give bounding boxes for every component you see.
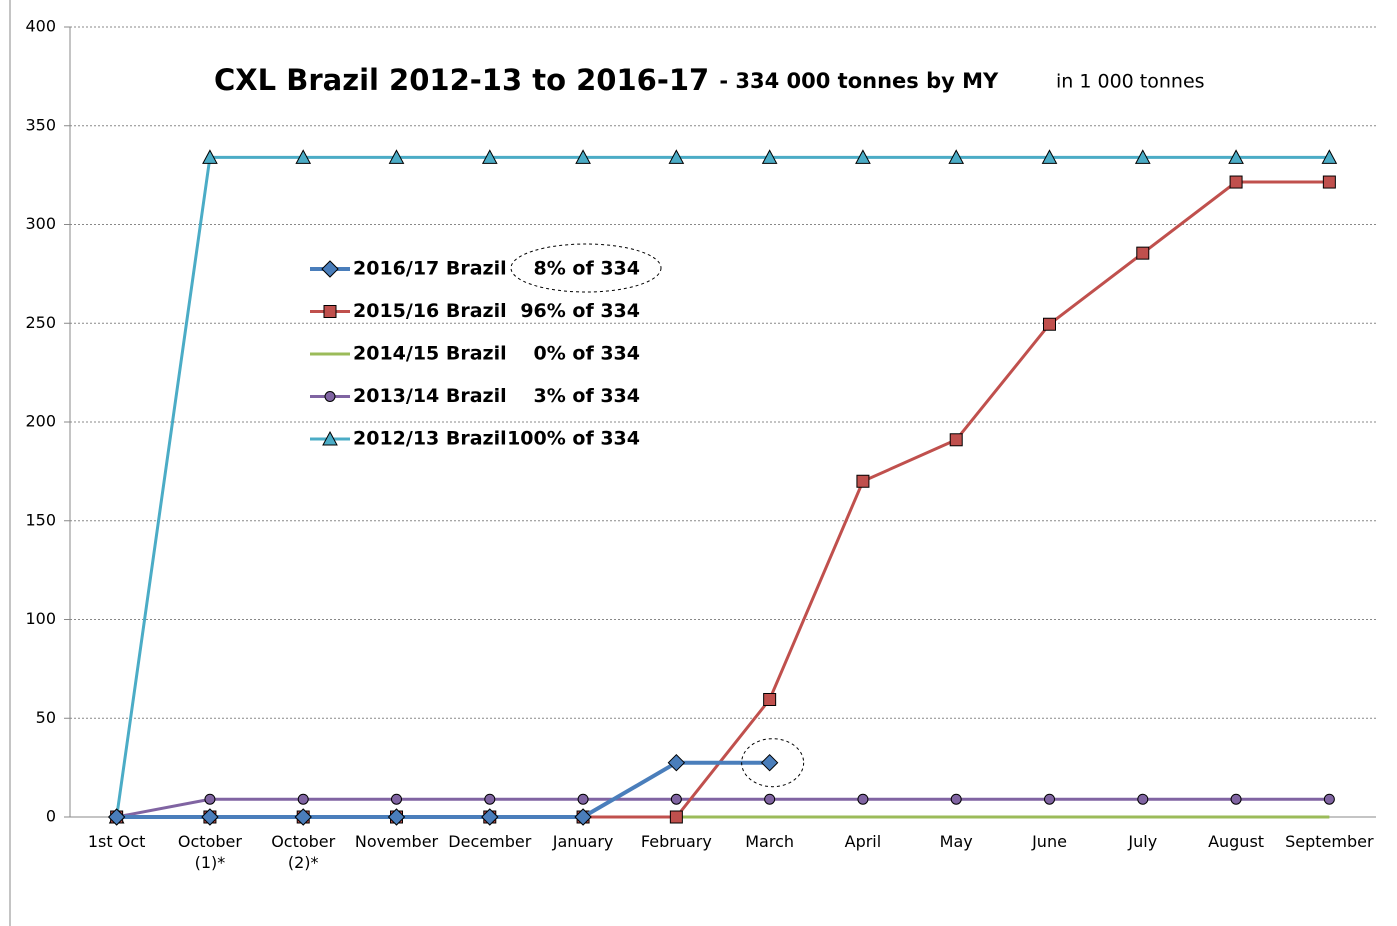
x-tick-label: June (1031, 832, 1067, 851)
marker (1322, 175, 1336, 189)
marker (1230, 793, 1242, 805)
marker (391, 793, 402, 805)
marker (1134, 149, 1151, 164)
x-tick-label: December (448, 832, 531, 851)
x-tick-label: May (940, 832, 973, 851)
marker (669, 810, 683, 824)
marker (577, 793, 589, 805)
x-tick-label: October (1)* (178, 832, 242, 872)
marker (481, 808, 499, 826)
marker (950, 793, 962, 805)
marker (1323, 793, 1335, 805)
marker (324, 391, 336, 402)
marker (1044, 793, 1055, 805)
y-tick-label: 350 (25, 115, 56, 134)
series (111, 793, 1335, 823)
marker (202, 149, 218, 164)
series (108, 149, 1338, 824)
marker (107, 808, 126, 826)
marker (668, 149, 685, 164)
marker (295, 149, 312, 164)
x-tick-label: April (845, 832, 882, 851)
marker (388, 149, 405, 164)
x-tick-label: 1st Oct (88, 832, 146, 851)
x-tick-label: October (2)* (271, 832, 335, 872)
marker (667, 753, 686, 772)
legend-label: 2013/14 Brazil (353, 385, 507, 407)
chart-title: CXL Brazil 2012-13 to 2016-17 - 334 000 … (214, 63, 999, 97)
x-tick-label: February (641, 832, 712, 851)
marker (484, 793, 496, 805)
title: CXL Brazil 2012-13 to 2016-17 (214, 63, 709, 97)
marker (204, 793, 216, 805)
series (107, 753, 779, 826)
subtitle: - 334 000 tonnes by MY (719, 69, 999, 93)
marker (856, 474, 870, 488)
x-tick-label: August (1208, 832, 1264, 851)
marker (201, 808, 219, 826)
marker (855, 149, 871, 164)
marker (1136, 246, 1150, 260)
highlight-ellipse (510, 243, 662, 293)
series-line (115, 155, 1330, 818)
marker (1229, 175, 1243, 189)
marker (575, 149, 591, 164)
x-tick-label: March (745, 832, 794, 851)
marker (764, 793, 776, 805)
marker (1137, 793, 1149, 805)
marker (321, 260, 339, 278)
y-tick-label: 250 (25, 313, 56, 332)
legend-share: 96% of 334 (520, 300, 640, 322)
marker (670, 793, 682, 805)
series (110, 175, 1336, 824)
marker (387, 808, 406, 826)
legend-share: 3% of 334 (534, 385, 640, 407)
series-line (116, 797, 1330, 819)
marker (760, 753, 779, 772)
marker (294, 808, 312, 826)
y-tick-label: 200 (25, 412, 56, 431)
legend-share: 8% of 334 (534, 258, 640, 280)
marker (323, 305, 337, 318)
marker (763, 692, 777, 706)
marker (948, 149, 965, 164)
unit-note: in 1 000 tonnes (1056, 71, 1205, 93)
series-line (116, 760, 770, 819)
marker (949, 433, 963, 447)
legend-label: 2015/16 Brazil (353, 300, 507, 322)
y-tick-label: 300 (25, 214, 56, 233)
y-tick-label: 400 (25, 17, 56, 36)
x-tick-label: January (552, 832, 614, 851)
legend-share: 100% of 334 (507, 428, 640, 450)
y-tick-label: 100 (25, 609, 56, 628)
legend-label: 2014/15 Brazil (353, 343, 507, 365)
marker (574, 808, 592, 826)
marker (322, 430, 338, 446)
marker (297, 793, 309, 805)
legend-share: 0% of 334 (534, 343, 640, 365)
legend-label: 2012/13 Brazil (353, 428, 507, 450)
marker (1228, 149, 1244, 164)
x-tick-label: July (1127, 832, 1157, 851)
y-tick-label: 150 (25, 510, 56, 529)
marker (1043, 317, 1056, 331)
legend-label: 2016/17 Brazil (353, 258, 507, 280)
marker (1321, 149, 1338, 164)
highlight-ellipse (741, 738, 805, 788)
marker (857, 793, 869, 805)
marker (761, 149, 778, 164)
x-tick-label: September (1285, 832, 1374, 851)
x-tick-label: November (355, 832, 439, 851)
marker (1041, 149, 1058, 164)
marker (481, 149, 498, 164)
y-tick-label: 0 (46, 807, 56, 826)
series-line (116, 180, 1330, 819)
y-tick-label: 50 (36, 708, 56, 727)
